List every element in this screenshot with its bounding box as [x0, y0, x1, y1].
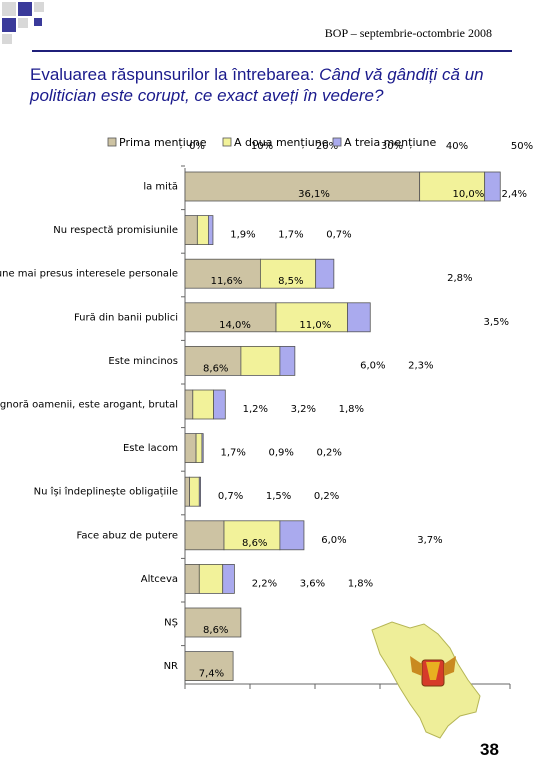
data-label: 8,6% — [242, 538, 267, 549]
data-label: 6,0% — [360, 360, 385, 371]
bar-segment — [184, 433, 197, 464]
data-label: 1,2% — [243, 404, 268, 415]
category-label: Fură din banii publici — [74, 312, 178, 323]
bar-segment — [192, 389, 215, 420]
data-label: 2,2% — [252, 578, 277, 589]
data-label: 3,6% — [300, 578, 325, 589]
bar-segment — [184, 607, 242, 638]
bar-segment — [184, 520, 225, 551]
x-tick-label: 0% — [189, 141, 205, 152]
data-label: 3,2% — [291, 404, 316, 415]
data-label: 8,5% — [278, 276, 303, 287]
bar-segment — [189, 476, 200, 507]
moldova-map-icon — [371, 621, 481, 739]
bar-segment — [275, 302, 348, 333]
bar-segment — [184, 476, 190, 507]
x-tick-label: 40% — [446, 141, 468, 152]
bar-segment — [184, 215, 198, 246]
category-label: Pune mai presus interesele personale — [0, 269, 178, 280]
data-label: 1,7% — [220, 448, 245, 459]
data-label: 2,4% — [502, 189, 527, 200]
category-label: NȘ — [164, 618, 178, 629]
data-label: 7,4% — [199, 669, 224, 680]
category-label: Altceva — [141, 574, 178, 585]
bar-segment — [184, 258, 261, 289]
header-divider — [32, 50, 512, 52]
data-label: 2,8% — [447, 273, 472, 284]
data-label: 0,7% — [326, 230, 351, 241]
legend-label: A treia mențiune — [344, 136, 436, 149]
data-label: 1,8% — [348, 578, 373, 589]
data-label: 1,8% — [339, 404, 364, 415]
data-label: 11,6% — [211, 276, 243, 287]
category-label: NR — [164, 661, 178, 672]
data-label: 8,6% — [203, 625, 228, 636]
data-label: 8,6% — [203, 363, 228, 374]
data-label: 0,7% — [218, 491, 243, 502]
bar-segment — [222, 564, 235, 594]
legend-label: Prima mențiune — [119, 136, 207, 149]
data-label: 6,0% — [321, 535, 346, 546]
bar-segment — [195, 433, 203, 464]
x-tick-label: 50% — [511, 141, 533, 152]
data-label: 36,1% — [298, 189, 330, 200]
data-label: 1,9% — [230, 230, 255, 241]
data-label: 14,0% — [219, 320, 251, 331]
category-label: Este mincinos — [108, 356, 178, 367]
bar-segment — [213, 389, 226, 420]
bar-segment — [240, 345, 281, 376]
data-label: 1,5% — [266, 491, 291, 502]
data-label: 11,0% — [299, 320, 331, 331]
category-label: Nu respectă promisiunile — [53, 225, 178, 236]
data-label: 0,2% — [316, 448, 341, 459]
legend-swatch — [332, 137, 342, 147]
bar-segment — [223, 520, 281, 551]
bar-segment — [184, 389, 194, 420]
bar-segment — [279, 345, 296, 376]
category-label: la mită — [143, 182, 178, 193]
bar-segment — [198, 476, 202, 507]
data-label: 10,0% — [453, 189, 485, 200]
legend-swatch — [107, 137, 117, 147]
data-label: 2,3% — [408, 360, 433, 371]
bar-segment — [184, 171, 421, 202]
source-label: BOP – septembrie-octombrie 2008 — [324, 26, 492, 40]
x-tick-label: 10% — [251, 141, 273, 152]
bar-segment — [259, 258, 317, 289]
bar-segment — [184, 302, 277, 333]
category-label: Face abuz de putere — [76, 530, 178, 541]
bar-segment — [198, 564, 224, 594]
page-title: Evaluarea răspunsurilor la întrebarea: C… — [30, 64, 510, 106]
bar-segment — [201, 433, 204, 464]
data-label: 3,5% — [484, 317, 509, 328]
title-lead: Evaluarea răspunsurilor la întrebarea: — [30, 65, 315, 84]
x-tick-label: 30% — [381, 141, 403, 152]
category-label: Nu își îndeplinește obligațiile — [34, 486, 178, 498]
bar-segment — [184, 564, 200, 594]
bar-segment — [347, 302, 371, 333]
bar-segment — [207, 215, 214, 246]
bar-segment — [419, 171, 486, 202]
corner-decoration — [2, 2, 44, 44]
category-label: Este lacom — [123, 443, 178, 454]
x-tick-label: 20% — [316, 141, 338, 152]
data-label: 0,9% — [268, 448, 293, 459]
data-label: 3,7% — [417, 535, 442, 546]
bar-segment — [315, 258, 335, 289]
bar-segment — [184, 651, 234, 681]
legend-swatch — [222, 137, 232, 147]
page-number: 38 — [480, 740, 499, 759]
data-label: 0,2% — [314, 491, 339, 502]
bar-segment — [196, 215, 209, 246]
bar-segment — [279, 520, 305, 551]
bar-segment — [484, 171, 501, 202]
legend-label: A doua mențiune — [234, 136, 329, 149]
data-label: 1,7% — [278, 230, 303, 241]
category-label: Ignoră oamenii, este arogant, brutal — [0, 400, 178, 411]
title-question: Când vă gândiți că un politician este co… — [30, 65, 484, 105]
